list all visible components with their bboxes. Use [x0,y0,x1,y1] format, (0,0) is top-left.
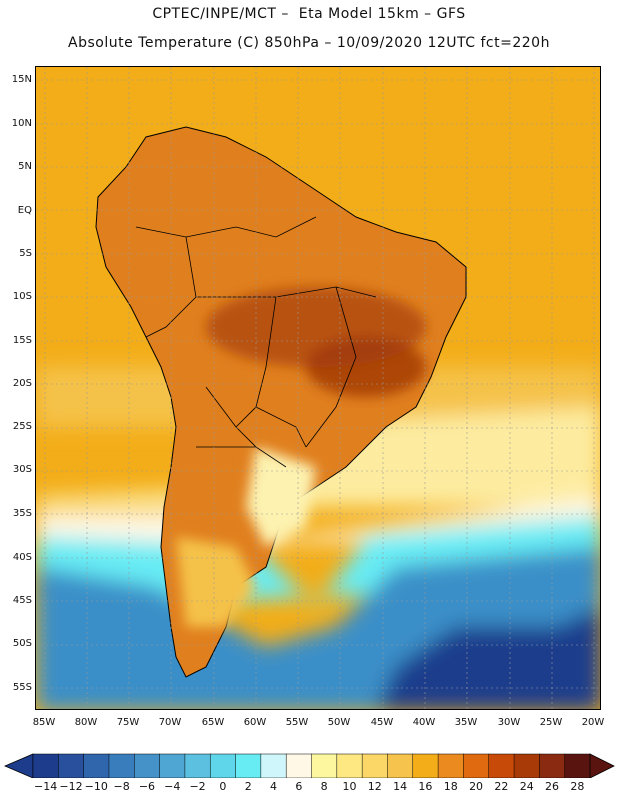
colorbar-label: 24 [519,780,534,793]
temperature-map [35,66,601,710]
colorbar-swatch [184,753,211,778]
lat-label-55s: 55S [12,682,32,693]
country-borders [135,216,377,468]
colorbar-label: 0 [219,780,227,793]
colorbar-swatch [488,753,515,778]
map-title: CPTEC/INPE/MCT – Eta Model 15km – GFS [152,6,466,22]
colorbar-swatch [83,753,110,778]
colorbar-label: 10 [342,780,357,793]
map-subtitle: Absolute Temperature (C) 850hPa – 10/09/… [68,35,550,51]
colorbar-label: 8 [320,780,328,793]
lat-label-45s: 45S [12,595,32,606]
lon-label-50w: 50W [327,717,351,728]
colorbar-swatch [108,753,135,778]
lon-label-75w: 75W [116,717,140,728]
colorbar-label: −4 [164,780,181,793]
colorbar-arrow-low [3,753,34,778]
lat-label-30s: 30S [12,464,32,475]
colorbar-label: −14 [34,780,58,793]
graticule [36,67,600,709]
colorbar-label: 4 [270,780,278,793]
colorbar-label: −10 [84,780,108,793]
colorbar-label: 6 [295,780,303,793]
colorbar-label: −8 [113,780,130,793]
band-darkblue [376,607,600,709]
colorbar [3,753,615,778]
colorbar-label: −6 [138,780,156,793]
colorbar-swatch [285,753,313,778]
lat-label-40s: 40S [12,552,32,563]
colorbar-arrow-high [589,753,615,778]
colorbar-label: 12 [367,780,382,793]
lat-label-35s: 35S [12,508,32,519]
lon-label-45w: 45W [370,717,394,728]
colorbar-swatch [260,753,287,778]
lon-label-80w: 80W [74,717,98,728]
colorbar-swatch [32,753,59,778]
colorbar-swatch [336,753,363,778]
colorbar-swatch [58,753,85,778]
colorbar-swatch [463,753,490,778]
colorbar-label: 2 [244,780,252,793]
colorbar-label: 28 [570,780,585,793]
continent-south-cool [176,447,316,627]
colorbar-swatch [209,753,237,778]
lon-label-40w: 40W [412,717,436,728]
colorbar-label: 16 [418,780,433,793]
colorbar-swatch [387,753,414,778]
colorbar-swatch [539,753,566,778]
colorbar-label: 14 [393,780,408,793]
colorbar-label: 18 [443,780,458,793]
lat-label-15s: 15S [12,335,32,346]
colorbar-swatch [412,753,439,778]
lon-label-55w: 55W [285,717,309,728]
colorbar-label: −12 [59,780,83,793]
colorbar-swatch [311,753,338,778]
colorbar-swatch [235,753,262,778]
colorbar-label: 20 [469,780,484,793]
hot-core [206,287,426,397]
lon-label-60w: 60W [243,717,267,728]
lon-label-85w: 85W [32,717,56,728]
colorbar-label: 26 [545,780,560,793]
colorbar-swatch [564,753,591,778]
lon-label-30w: 30W [497,717,521,728]
lat-label-5n: 5N [18,161,32,172]
lat-label-25s: 25S [12,421,32,432]
colorbar-swatch [134,753,161,778]
lat-label-5s: 5S [19,248,32,259]
colorbar-swatch [361,753,389,778]
colorbar-label: 22 [494,780,509,793]
lat-label-eq: EQ [17,205,32,216]
colorbar-label: −2 [189,780,206,793]
lat-label-10s: 10S [12,291,32,302]
lon-label-35w: 35W [454,717,478,728]
colorbar-swatch [513,753,540,778]
lat-label-50s: 50S [12,638,32,649]
colorbar-swatch [159,753,186,778]
colorbar-swatch [437,753,464,778]
lon-label-20w: 20W [581,717,605,728]
lat-label-10n: 10N [11,118,32,129]
lon-label-65w: 65W [201,717,225,728]
lat-label-15n: 15N [11,74,32,85]
temperature-field [36,67,600,709]
lat-label-20s: 20S [12,378,32,389]
lon-label-25w: 25W [539,717,563,728]
lon-label-70w: 70W [158,717,182,728]
